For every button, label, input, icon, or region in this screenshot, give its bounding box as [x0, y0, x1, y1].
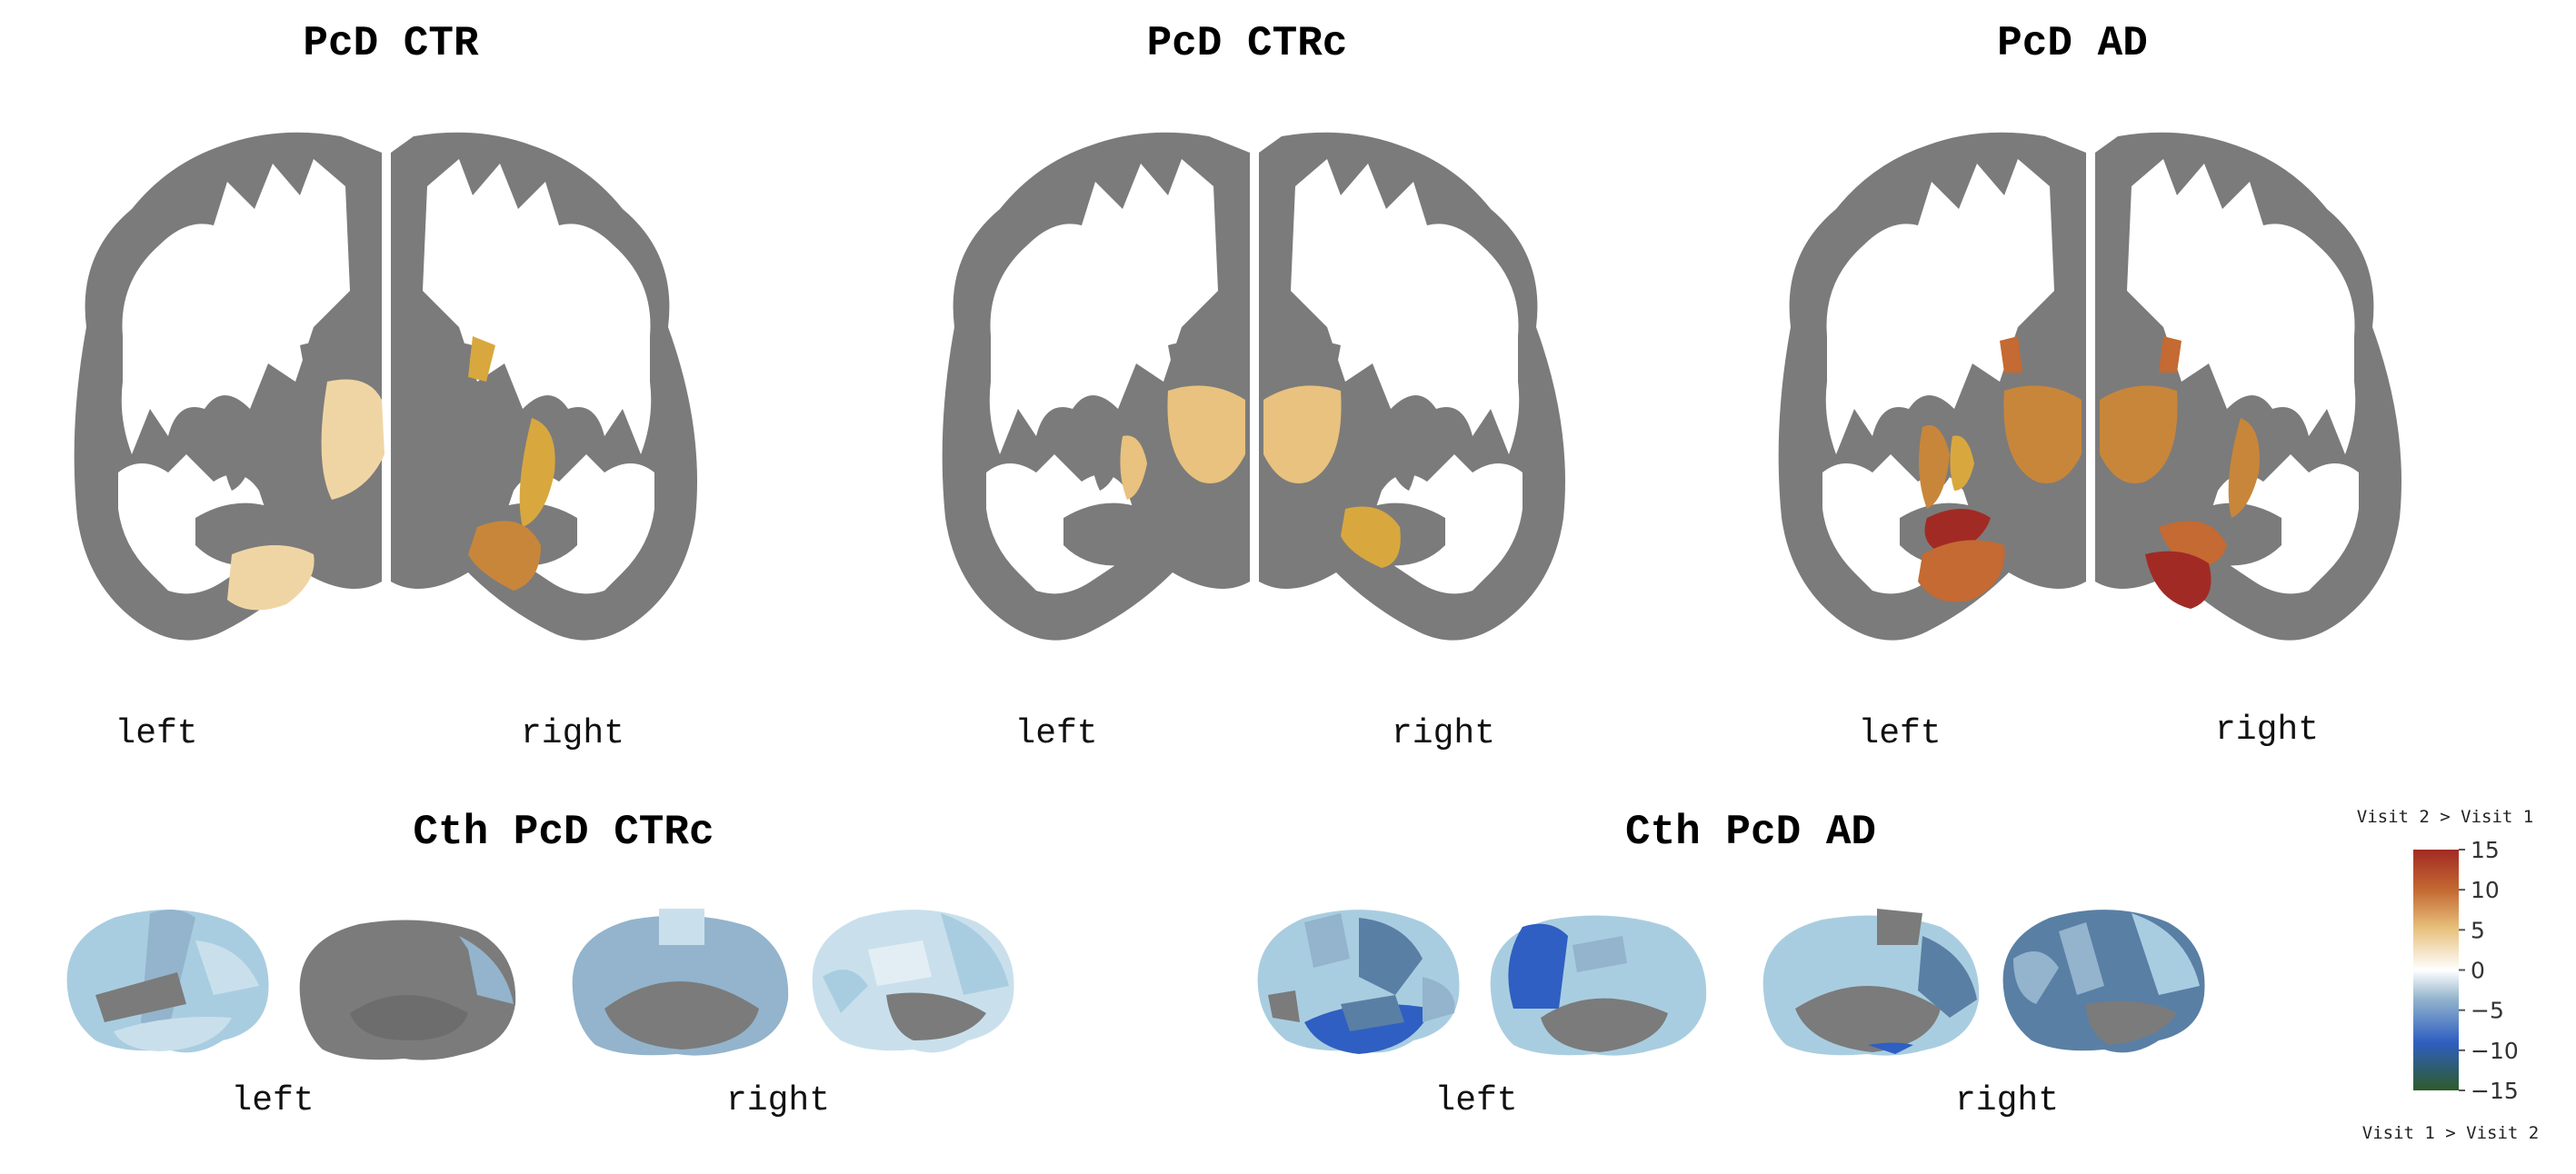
region-putamen-right — [2228, 418, 2260, 518]
region-hippocampus-left — [1918, 540, 2005, 602]
legend-tick-label: 0 — [2471, 958, 2485, 984]
region-hippocampus-right — [1341, 506, 1401, 568]
region-thalamus-left — [2003, 385, 2082, 483]
surface-left-medial-ctrc — [299, 920, 516, 1060]
region-thalamus-right — [321, 379, 384, 500]
panel3-right-label: right — [2214, 711, 2320, 750]
region-hippocampus-right — [2159, 521, 2227, 568]
region-thalamus-right — [1263, 385, 1342, 483]
panel3-left-label: left — [1858, 714, 1942, 753]
region-caudate-right — [468, 336, 495, 382]
legend-colorbar — [2413, 850, 2459, 1090]
surface-right-medial-ad — [1762, 909, 1980, 1056]
legend-tick-label: −15 — [2471, 1078, 2519, 1104]
surface-left-medial-ad — [1490, 915, 1707, 1056]
panel-title-pcd-ctr: PcD CTR — [303, 20, 479, 67]
coronal-slice-pcd-ad — [1778, 132, 2401, 641]
surface-right-medial-ctrc — [572, 909, 789, 1056]
region-putamen-left — [1919, 425, 1950, 509]
legend-tick-label: 10 — [2471, 877, 2500, 903]
surface-right-lateral-ad — [2002, 910, 2205, 1053]
panel1-left-label: left — [115, 714, 198, 753]
region-putamen-left — [1120, 435, 1147, 500]
region-putamen-right — [519, 418, 555, 527]
coronal-slice-pcd-ctr — [74, 132, 697, 641]
region-thalamus-right — [2100, 385, 2178, 483]
panel-title-cth-pcd-ad: Cth PcD AD — [1624, 809, 1877, 856]
panel-title-pcd-ctrc: PcD CTRc — [1146, 20, 1348, 67]
legend-bottom-caption: Visit 1 > Visit 2 — [2361, 1123, 2540, 1143]
panel1-right-label: right — [520, 714, 625, 753]
legend-tick-label: 15 — [2471, 837, 2500, 863]
region-amygdala-left — [1924, 509, 1991, 554]
region-caudate-right — [2159, 336, 2182, 373]
surface-right-lateral-ctrc — [812, 910, 1014, 1053]
panel5-right-label: right — [1954, 1081, 2060, 1120]
panel5-left-label: left — [1434, 1081, 1518, 1120]
legend-ticks: 15 10 5 0 −5 −10 −15 — [2459, 837, 2519, 1104]
panel-title-cth-pcd-ctrc: Cth PcD CTRc — [413, 809, 714, 856]
legend-tick-label: −10 — [2471, 1038, 2519, 1064]
legend-tick-label: −5 — [2471, 998, 2504, 1024]
panel-title-pcd-ad: PcD AD — [1997, 20, 2148, 67]
panel2-right-label: right — [1391, 714, 1496, 753]
panel4-left-label: left — [231, 1081, 315, 1120]
region-caudate-left — [2000, 336, 2022, 373]
panel2-left-label: left — [1014, 714, 1098, 753]
region-pallidum-left — [1950, 435, 1974, 491]
region-hippocampus-left — [227, 545, 315, 611]
legend-top-caption: Visit 2 > Visit 1 — [2356, 807, 2534, 827]
coronal-slice-pcd-ctrc — [942, 132, 1565, 641]
region-amygdala-right — [2145, 551, 2212, 609]
legend-tick-label: 5 — [2471, 917, 2485, 943]
surface-left-lateral-ad — [1257, 910, 1460, 1054]
surface-left-lateral-ctrc — [66, 910, 269, 1053]
panel4-right-label: right — [725, 1081, 831, 1120]
region-hippocampus-right — [468, 521, 541, 591]
region-thalamus-left — [1167, 385, 1245, 483]
